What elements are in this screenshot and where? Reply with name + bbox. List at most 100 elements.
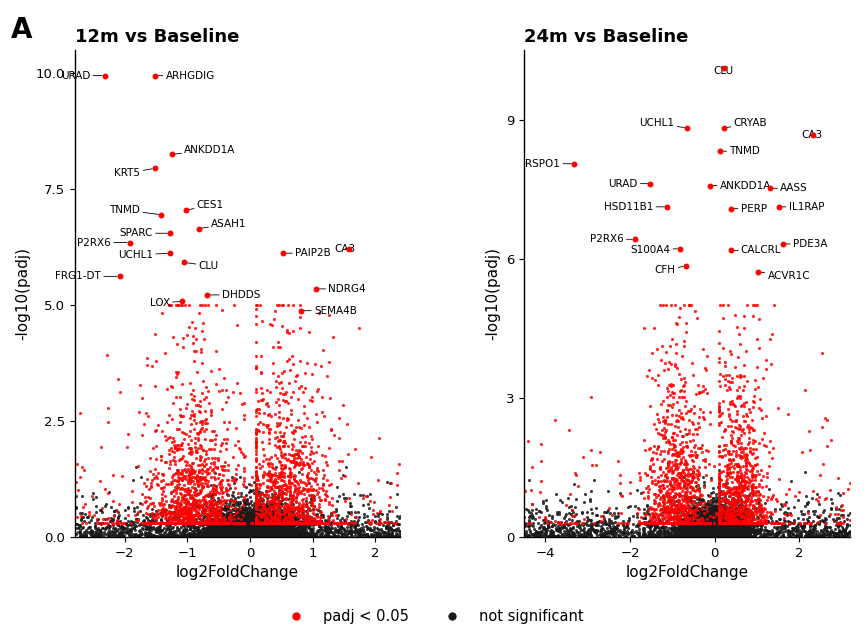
Point [352, 323, 366, 333]
Point [215, 525, 228, 535]
Point [593, 529, 607, 540]
Point [714, 531, 728, 541]
Point [240, 531, 253, 541]
Point [554, 531, 567, 541]
Point [742, 518, 756, 528]
Point [227, 524, 240, 534]
Point [714, 515, 728, 525]
Point [704, 527, 718, 537]
Point [690, 525, 704, 536]
Point [272, 531, 286, 541]
Point [260, 522, 274, 532]
Point [717, 516, 731, 526]
Point [253, 530, 266, 540]
Point [273, 504, 287, 514]
Point [161, 522, 175, 532]
Point [544, 517, 558, 527]
Point [682, 493, 696, 503]
Point [753, 531, 766, 541]
Point [671, 529, 685, 540]
Point [675, 518, 689, 528]
Point [236, 531, 250, 541]
Point [171, 509, 185, 520]
Point [752, 518, 766, 528]
Point [275, 471, 289, 481]
Point [675, 501, 689, 511]
Point [698, 524, 712, 534]
Point [272, 519, 286, 529]
Point [732, 518, 746, 528]
Point [712, 508, 726, 518]
Point [696, 525, 710, 535]
Point [747, 531, 761, 541]
Point [709, 532, 723, 542]
Point [187, 496, 201, 506]
Point [714, 498, 727, 508]
Point [824, 527, 838, 537]
Point [684, 518, 698, 528]
Point [246, 524, 260, 534]
Point [682, 503, 696, 513]
Point [158, 518, 172, 528]
Point [269, 525, 283, 535]
Point [246, 528, 260, 538]
Point [249, 438, 263, 448]
Point [701, 529, 714, 540]
Point [682, 518, 695, 528]
Point [230, 524, 244, 534]
Point [90, 530, 104, 540]
Point [195, 531, 208, 541]
Point [229, 530, 243, 540]
Point [539, 529, 553, 540]
Point [249, 531, 263, 541]
Point [678, 518, 692, 529]
Point [670, 489, 684, 499]
Point [220, 516, 234, 527]
Point [278, 527, 292, 537]
Point [231, 512, 245, 522]
Point [164, 486, 178, 497]
Point [698, 531, 712, 541]
Point [670, 530, 684, 540]
Point [612, 511, 625, 521]
Point [625, 527, 638, 537]
Point [235, 530, 249, 540]
Point [702, 509, 716, 519]
Point [300, 472, 314, 483]
Point [357, 513, 371, 523]
Point [227, 522, 240, 532]
Point [693, 524, 707, 534]
Point [731, 483, 745, 493]
Point [720, 531, 734, 541]
Point [702, 527, 715, 537]
Point [238, 522, 252, 532]
Point [236, 520, 250, 530]
Point [688, 529, 702, 540]
Point [249, 508, 263, 518]
Point [696, 528, 710, 538]
Point [195, 464, 209, 474]
Point [261, 525, 275, 536]
Point [234, 525, 247, 535]
Point [286, 456, 300, 466]
Point [708, 531, 722, 541]
Point [687, 527, 701, 537]
Point [251, 532, 265, 542]
Point [689, 526, 703, 536]
Point [726, 532, 740, 542]
Point [709, 522, 723, 532]
Point [219, 438, 233, 448]
Point [714, 524, 727, 534]
Point [240, 530, 253, 540]
Point [342, 508, 356, 518]
Point [727, 524, 741, 534]
Point [249, 529, 263, 540]
Point [689, 518, 702, 528]
Point [277, 531, 291, 541]
Point [69, 477, 83, 488]
Point [682, 528, 695, 538]
Point [732, 522, 746, 532]
Point [700, 521, 714, 531]
Point [259, 527, 272, 538]
Point [260, 520, 274, 531]
